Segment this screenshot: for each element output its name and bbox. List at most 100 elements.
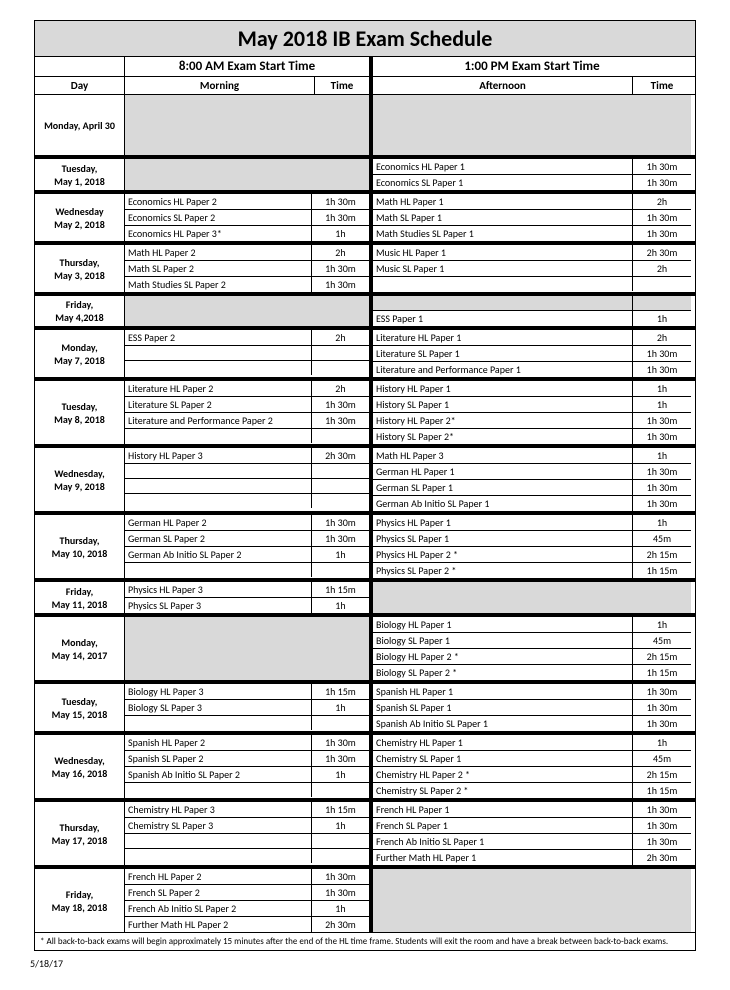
exam-time: 1h: [312, 547, 369, 562]
day-row: WednesdayMay 2, 2018Economics HL Paper 2…: [35, 194, 695, 245]
right-block: ESS Paper 11h: [373, 296, 691, 326]
exam-name: French Ab Initio SL Paper 1: [373, 834, 633, 849]
right-block: [373, 95, 691, 155]
right-block: Math HL Paper 31hGerman HL Paper 11h 30m…: [373, 448, 691, 511]
exam-name: Physics HL Paper 3: [125, 582, 312, 597]
exam-name: [125, 716, 312, 730]
exam-time: 1h 30m: [312, 194, 369, 209]
exam-name: Chemistry HL Paper 1: [373, 735, 633, 750]
exam-time: [312, 563, 369, 577]
right-block: Spanish HL Paper 11h 30mSpanish SL Paper…: [373, 684, 691, 731]
exam-row: Biology HL Paper 11h: [373, 617, 691, 632]
exam-row: [125, 715, 369, 730]
exam-row: Further Math HL Paper 12h 30m: [373, 849, 691, 865]
exam-row: [125, 360, 369, 375]
right-block: Literature HL Paper 12hLiterature SL Pap…: [373, 330, 691, 377]
left-block: German HL Paper 21h 30mGerman SL Paper 2…: [125, 515, 373, 578]
exam-name: Physics SL Paper 1: [373, 531, 633, 546]
exam-row: German HL Paper 11h 30m: [373, 463, 691, 479]
exam-row: Literature and Performance Paper 11h 30m: [373, 361, 691, 377]
exam-row: Biology HL Paper 2 *2h 15m: [373, 648, 691, 664]
date-stamp: 5/18/17: [30, 957, 700, 970]
exam-time: 2h: [312, 330, 369, 345]
exam-time: 1h 30m: [633, 175, 691, 190]
left-block: [125, 95, 373, 155]
right-block: [373, 869, 691, 932]
exam-row: Biology SL Paper 2 *1h 15m: [373, 664, 691, 680]
day-row: Friday,May 11, 2018Physics HL Paper 31h …: [35, 582, 695, 617]
exam-row: Economics SL Paper 21h 30m: [125, 209, 369, 225]
day-label: Friday,May 18, 2018: [35, 869, 125, 932]
exam-row: Literature HL Paper 12h: [373, 330, 691, 345]
exam-row: Literature HL Paper 22h: [125, 381, 369, 396]
exam-time: 1h 30m: [312, 735, 369, 750]
exam-name: Economics SL Paper 2: [125, 210, 312, 225]
exam-row: Spanish Ab Initio SL Paper 11h 30m: [373, 715, 691, 731]
exam-row: French HL Paper 11h 30m: [373, 802, 691, 817]
exam-name: Literature SL Paper 2: [125, 397, 312, 412]
exam-time: [312, 834, 369, 848]
exam-name: Economics SL Paper 1: [373, 175, 633, 190]
exam-row: French SL Paper 11h 30m: [373, 817, 691, 833]
exam-time: [633, 296, 691, 310]
exam-name: Math HL Paper 2: [125, 245, 312, 260]
exam-row: Chemistry SL Paper 31h: [125, 817, 369, 833]
left-block: [125, 617, 373, 680]
col-time-pm: Time: [633, 77, 691, 94]
day-label: Thursday,May 3, 2018: [35, 245, 125, 292]
exam-name: [125, 834, 312, 848]
exam-name: Physics SL Paper 3: [125, 598, 312, 613]
day-row: Tuesday,May 8, 2018Literature HL Paper 2…: [35, 381, 695, 448]
exam-row: Music SL Paper 12h: [373, 260, 691, 276]
left-block: Literature HL Paper 22hLiterature SL Pap…: [125, 381, 373, 444]
exam-row: Economics SL Paper 11h 30m: [373, 174, 691, 190]
exam-row: German Ab Initio SL Paper 11h 30m: [373, 495, 691, 511]
exam-row: [125, 463, 369, 478]
exam-name: History SL Paper 2*: [373, 429, 633, 444]
exam-name: [125, 849, 312, 863]
exam-time: 2h: [633, 330, 691, 345]
footnote: * All back-to-back exams will begin appr…: [35, 933, 695, 950]
exam-name: ESS Paper 2: [125, 330, 312, 345]
exam-time: 1h 15m: [633, 563, 691, 578]
day-label: Wednesday,May 16, 2018: [35, 735, 125, 798]
exam-time: 1h 30m: [312, 277, 369, 292]
day-row: Monday, April 30: [35, 95, 695, 159]
exam-name: History SL Paper 1: [373, 397, 633, 412]
exam-name: Chemistry SL Paper 1: [373, 751, 633, 766]
exam-name: Chemistry SL Paper 3: [125, 818, 312, 833]
exam-time: 1h 30m: [633, 834, 691, 849]
day-row: Wednesday,May 16, 2018Spanish HL Paper 2…: [35, 735, 695, 802]
exam-time: 1h 30m: [633, 413, 691, 428]
exam-row: Economics HL Paper 3*1h: [125, 225, 369, 241]
day-label: Thursday,May 17, 2018: [35, 802, 125, 865]
exam-row: Literature SL Paper 21h 30m: [125, 396, 369, 412]
exam-time: 1h 30m: [633, 210, 691, 225]
exam-row: [125, 493, 369, 508]
exam-row: ESS Paper 22h: [125, 330, 369, 345]
exam-row: Music HL Paper 12h 30m: [373, 245, 691, 260]
left-block: Physics HL Paper 31h 15mPhysics SL Paper…: [125, 582, 373, 613]
exam-name: Spanish HL Paper 1: [373, 684, 633, 699]
day-row: Thursday,May 3, 2018Math HL Paper 22hMat…: [35, 245, 695, 296]
exam-time: [312, 716, 369, 730]
col-time-am: Time: [315, 77, 373, 94]
exam-time: 1h 30m: [633, 226, 691, 241]
exam-name: Economics HL Paper 1: [373, 159, 633, 174]
exam-time: 1h 30m: [633, 716, 691, 731]
exam-row: Chemistry SL Paper 2 *1h 15m: [373, 782, 691, 798]
exam-row: Spanish Ab Initio SL Paper 21h: [125, 766, 369, 782]
exam-time: 1h: [633, 448, 691, 463]
exam-time: 1h 30m: [633, 802, 691, 817]
exam-name: History HL Paper 3: [125, 448, 312, 463]
exam-name: French SL Paper 1: [373, 818, 633, 833]
exam-time: 1h: [312, 767, 369, 782]
exam-time: 1h 30m: [312, 210, 369, 225]
exam-time: 1h 30m: [633, 684, 691, 699]
exam-row: [125, 428, 369, 443]
exam-time: 1h 15m: [633, 665, 691, 680]
exam-time: 1h 15m: [633, 783, 691, 798]
exam-name: Spanish Ab Initio SL Paper 1: [373, 716, 633, 731]
exam-name: Literature HL Paper 1: [373, 330, 633, 345]
exam-time: [633, 277, 691, 291]
